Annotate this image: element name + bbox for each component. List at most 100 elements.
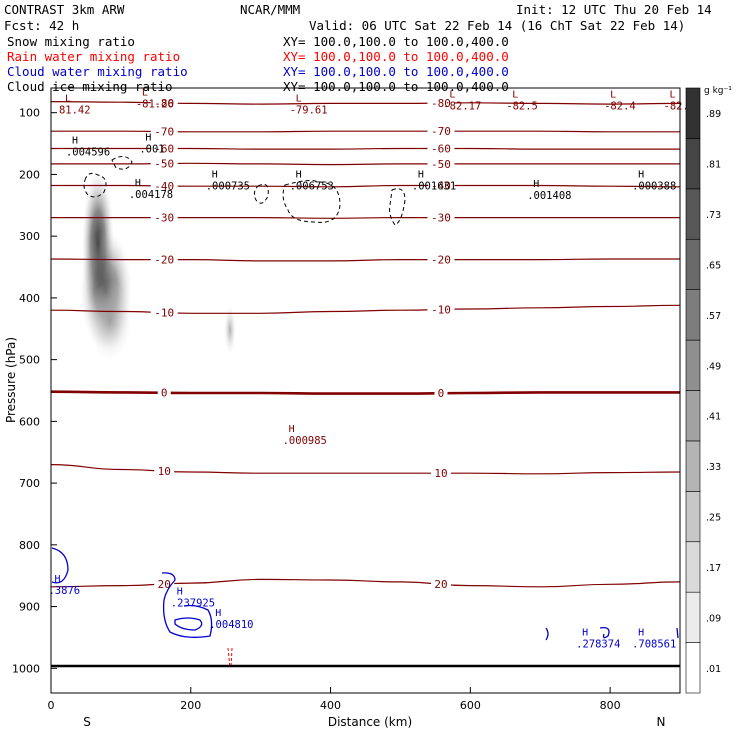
isotherm-label: -30 [154,212,174,225]
extremum-marker: H [135,178,141,189]
legend-xy: XY= 100.0,100.0 to 100.0,400.0 [283,34,509,49]
y-tick-label: 500 [19,354,40,367]
colorbar-label: .89 [706,109,721,120]
colorbar-swatch [685,238,701,290]
extremum-marker: H [296,170,302,181]
colorbar-label: .65 [706,260,721,271]
colorbar-swatch [685,591,701,643]
legend-name: Cloud water mixing ratio [7,64,188,79]
x-tick-label: 400 [320,699,341,712]
south-end-label: S [83,715,91,729]
rain-water-contour [227,647,233,669]
legend-xy: XY= 100.0,100.0 to 100.0,400.0 [283,64,509,79]
colorbar-label: .25 [706,513,721,524]
isotherm-label: -60 [431,143,451,156]
colorbar-label: .09 [706,613,721,624]
pressure-axis: 100 200 300 400 500 600 700 800 900 1000 [12,107,57,675]
y-tick-label: 800 [19,539,40,552]
isotherm-label: -40 [431,180,451,193]
isotherm-label-bg [154,465,175,478]
isotherm-label: -10 [431,304,451,317]
extremum-marker: H [72,136,78,147]
colorbar-label: .73 [706,210,721,221]
extremum-marker: L [65,94,71,105]
extrema-labels: L81.42L-81.26 L-79.61L-82.17L-82.5L-82.4L… [48,87,695,650]
colorbar-swatch [685,390,701,442]
x-axis-label: Distance (km) [328,715,412,729]
isotherm-label-bg [427,97,455,110]
isotherm-line [51,184,680,188]
y-tick-label: 900 [19,601,40,614]
isotherm-line [51,390,680,395]
extremum-marker: H [582,628,588,639]
cloud-water-contour [676,627,679,639]
isotherm-label-bg [150,96,178,109]
extremum-marker: H [177,586,183,597]
isotherm-label-bg [150,306,178,319]
isotherm-label-bg [434,387,448,400]
ice-contour [83,172,107,198]
cloud-water-contour [599,627,610,639]
isotherm-label-bg [430,467,451,480]
figure-title-model: CONTRAST 3km ARW [4,2,125,17]
y-tick-label: 400 [19,292,40,305]
extremum-marker: H [289,424,295,435]
colorbar-swatch [685,138,701,190]
isotherm-label: -30 [431,212,451,225]
isotherm-label-bg [427,253,455,266]
isotherm-line [51,464,680,475]
init-time: Init: 12 UTC Thu 20 Feb 14 [516,2,712,17]
x-tick-label: 800 [600,699,621,712]
isotherm-line [51,578,680,588]
extremum-value: -79.61 [290,105,328,117]
isotherm-label: -70 [431,125,451,138]
colorbar-swatch [685,491,701,543]
isotherm-label-bg [157,386,171,399]
extremum-value: .006753 [290,181,334,193]
isotherm-label-bg [427,125,455,138]
distance-axis: 0 200 400 600 800 [48,687,621,712]
isotherm-label: 0 [438,387,445,400]
isotherm-label: -50 [154,158,174,171]
extremum-value: -81.26 [136,98,174,110]
extremum-marker: L [610,89,616,100]
y-tick-label: 700 [19,477,40,490]
extremum-value: .004810 [209,619,253,631]
extremum-marker: H [533,179,539,190]
extremum-marker: H [418,170,424,181]
extremum-marker: H [638,628,644,639]
legend-xy: XY= 100.0,100.0 to 100.0,400.0 [283,49,509,64]
extremum-value: .000388 [632,181,676,193]
ice-contour [253,183,269,204]
extremum-value: .237925 [171,597,215,609]
isotherm-label: -80 [431,97,451,110]
extremum-value: 81.42 [59,105,91,117]
temperature-isotherms: -80 -80 -70 -70 -60 -60 -50 -50 -40 -40 -30 -30 -20 -… [51,96,680,591]
extremum-value: .004596 [66,147,110,159]
extremum-value: .708561 [632,639,676,651]
isotherm-label-bg [427,211,455,224]
isotherm-label: -80 [154,97,174,110]
colorbar-label: .01 [706,664,721,675]
cloud-ice-contours [83,156,406,226]
colorbar-label: .17 [706,563,721,574]
isotherm-label-bg [150,142,178,155]
extremum-value: -82.5 [506,100,538,112]
colorbar-swatch [685,87,701,139]
plot-frame [50,87,681,694]
isotherm-label: -70 [154,126,174,139]
isotherm-label-bg [150,179,178,192]
isotherm-label: -20 [154,254,174,267]
y-tick-label: 300 [19,230,40,243]
extremum-value: .001 [139,144,164,156]
colorbar-label: .49 [706,361,721,372]
cloud-water-contour [174,617,203,631]
cloud-water-contour [51,547,69,584]
colorbar-label: .57 [706,311,721,322]
extremum-marker: L [296,94,302,105]
field-legend: Snow mixing ratio XY= 100.0,100.0 to 100.… [7,34,509,94]
isotherm-label: 0 [161,387,168,400]
legend-xy: XY= 100.0,100.0 to 100.0,400.0 [283,79,509,94]
isotherm-label-bg [150,253,178,266]
extremum-marker: H [215,608,221,619]
